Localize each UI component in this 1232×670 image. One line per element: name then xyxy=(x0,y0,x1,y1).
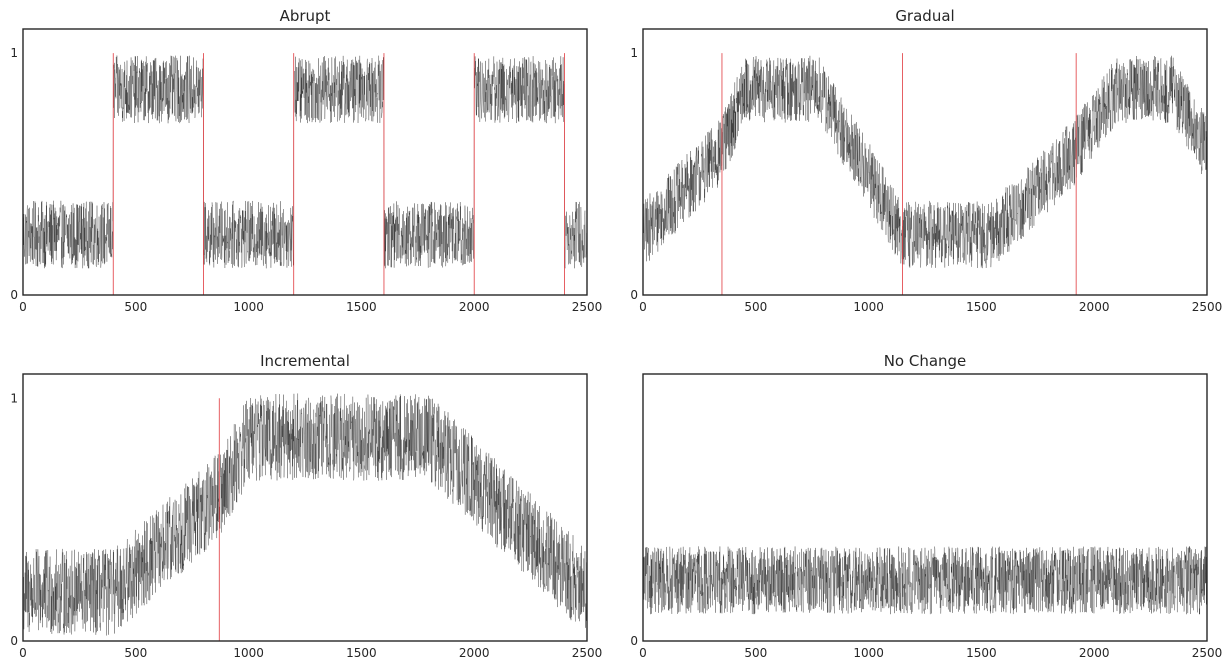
x-tick-label: 2000 xyxy=(459,300,490,314)
x-tick-label: 1000 xyxy=(233,646,264,660)
panel-title: Abrupt xyxy=(280,7,331,25)
axes-frame xyxy=(642,28,1208,296)
x-tick-label: 1000 xyxy=(853,300,884,314)
x-tick-label: 0 xyxy=(19,646,27,660)
x-tick-label: 2000 xyxy=(459,646,490,660)
x-tick-label: 1000 xyxy=(233,300,264,314)
x-tick-label: 0 xyxy=(639,646,647,660)
panel-title: No Change xyxy=(884,352,967,370)
y-tick-label: 0 xyxy=(630,288,638,302)
x-tick-label: 500 xyxy=(744,300,767,314)
chart-panel-1: Abrupt 0 500 1000 1500 2000 2500 0 1 xyxy=(10,7,602,314)
x-tick-label: 500 xyxy=(124,300,147,314)
x-tick-label: 0 xyxy=(639,300,647,314)
y-tick-label: 1 xyxy=(630,46,638,60)
x-tick-label: 500 xyxy=(744,646,767,660)
x-tick-label: 1000 xyxy=(853,646,884,660)
signal-series xyxy=(22,55,588,269)
y-tick-label: 0 xyxy=(10,634,18,648)
chart-panel-4: No Change 0 500 1000 1500 2000 2500 0 xyxy=(630,352,1222,660)
signal-series xyxy=(642,55,1208,269)
axes-frame xyxy=(642,373,1208,642)
x-tick-label: 1500 xyxy=(346,646,377,660)
y-tick-label: 1 xyxy=(10,46,18,60)
x-tick-label: 1500 xyxy=(346,300,377,314)
axes-frame xyxy=(22,28,588,296)
x-tick-label: 2500 xyxy=(1192,646,1223,660)
x-tick-label: 500 xyxy=(124,646,147,660)
chart-panel-3: Incremental 0 500 1000 1500 2000 2500 0 1 xyxy=(10,352,602,660)
x-tick-label: 1500 xyxy=(966,646,997,660)
x-tick-label: 0 xyxy=(19,300,27,314)
panel-title: Gradual xyxy=(895,7,954,25)
x-tick-label: 2000 xyxy=(1079,646,1110,660)
x-tick-label: 1500 xyxy=(966,300,997,314)
y-tick-label: 1 xyxy=(10,391,18,405)
chart-panel-2: Gradual 0 500 1000 1500 2000 2500 0 1 xyxy=(630,7,1222,314)
signal-series xyxy=(22,393,588,636)
y-tick-label: 0 xyxy=(10,288,18,302)
x-tick-label: 2000 xyxy=(1079,300,1110,314)
y-tick-label: 0 xyxy=(630,634,638,648)
panel-title: Incremental xyxy=(260,352,350,370)
x-tick-label: 2500 xyxy=(572,300,603,314)
x-tick-label: 2500 xyxy=(1192,300,1223,314)
x-tick-label: 2500 xyxy=(572,646,603,660)
axes-frame xyxy=(22,373,588,642)
signal-series xyxy=(642,545,1208,615)
